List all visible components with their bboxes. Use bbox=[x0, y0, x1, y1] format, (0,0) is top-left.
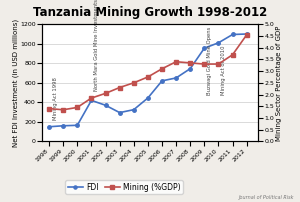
Line: Mining (%GDP): Mining (%GDP) bbox=[47, 33, 248, 112]
Mining (%GDP) bbox=[132, 82, 136, 84]
FDI bbox=[90, 99, 93, 102]
Mining (%GDP) bbox=[76, 106, 79, 109]
Text: Buzwagi Gold Mine Opens: Buzwagi Gold Mine Opens bbox=[207, 26, 212, 95]
Legend: FDI, Mining (%GDP): FDI, Mining (%GDP) bbox=[65, 180, 183, 194]
Mining (%GDP) bbox=[202, 63, 206, 65]
Mining (%GDP) bbox=[104, 92, 107, 95]
FDI bbox=[217, 42, 220, 44]
FDI bbox=[188, 67, 192, 70]
FDI bbox=[132, 108, 136, 111]
FDI bbox=[202, 47, 206, 49]
Y-axis label: Mining Sector Percentage of GDP: Mining Sector Percentage of GDP bbox=[275, 25, 281, 141]
FDI bbox=[76, 124, 79, 126]
FDI bbox=[146, 97, 150, 99]
Text: Mining Act of 2010: Mining Act of 2010 bbox=[221, 45, 226, 95]
FDI bbox=[47, 126, 51, 128]
Text: Journal of Political Risk: Journal of Political Risk bbox=[238, 195, 294, 200]
FDI bbox=[160, 80, 164, 82]
Mining (%GDP) bbox=[245, 34, 248, 36]
Mining (%GDP) bbox=[174, 61, 178, 63]
Mining (%GDP) bbox=[146, 76, 150, 78]
Line: FDI: FDI bbox=[47, 32, 248, 128]
FDI bbox=[104, 104, 107, 106]
Mining (%GDP) bbox=[61, 108, 65, 111]
Mining (%GDP) bbox=[160, 67, 164, 70]
Mining (%GDP) bbox=[47, 107, 51, 110]
FDI bbox=[231, 33, 234, 36]
Text: Tanzania Mining Growth 1998-2012: Tanzania Mining Growth 1998-2012 bbox=[33, 6, 267, 19]
Text: Mining Act 1998: Mining Act 1998 bbox=[53, 77, 58, 120]
FDI bbox=[174, 77, 178, 79]
FDI bbox=[61, 125, 65, 127]
FDI bbox=[245, 33, 248, 35]
FDI bbox=[118, 111, 122, 114]
Mining (%GDP) bbox=[217, 63, 220, 65]
Mining (%GDP) bbox=[90, 97, 93, 99]
Mining (%GDP) bbox=[118, 86, 122, 89]
Mining (%GDP) bbox=[188, 62, 192, 64]
Mining (%GDP) bbox=[231, 54, 234, 56]
Y-axis label: Net FDI Investment (in USD millions): Net FDI Investment (in USD millions) bbox=[12, 19, 19, 147]
Text: North Mara Gold Mine Investments: North Mara Gold Mine Investments bbox=[94, 0, 99, 91]
